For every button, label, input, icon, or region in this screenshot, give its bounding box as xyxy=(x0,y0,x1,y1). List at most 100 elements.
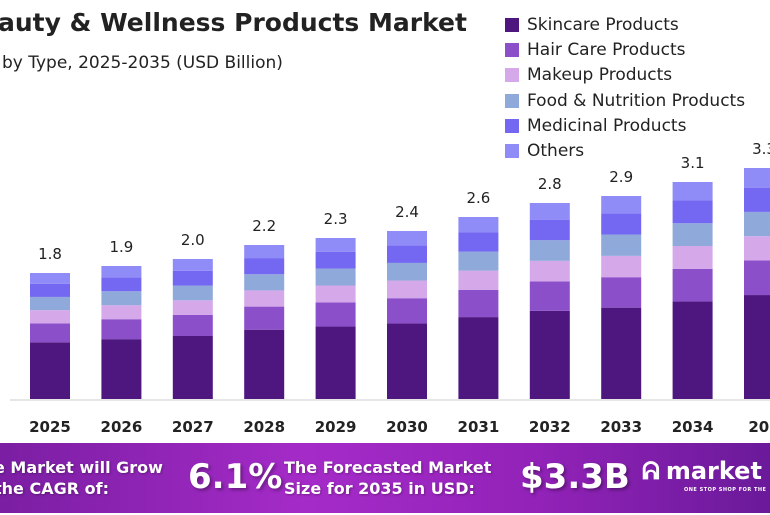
bar-segment-medicinal-products xyxy=(315,251,356,269)
bar-segment-others xyxy=(672,182,713,201)
bar-segment-food-nutrition-products xyxy=(387,262,427,281)
legend-item: Skincare Products xyxy=(505,12,745,37)
x-tick-label: 2027 xyxy=(172,418,214,436)
market-size-value: $3.3B xyxy=(520,457,630,497)
bar-segment-hair-care-products xyxy=(101,319,142,340)
x-tick-label: 2030 xyxy=(386,418,428,436)
bar-segment-others xyxy=(315,238,356,252)
chart-title: auty & Wellness Products Market xyxy=(0,8,467,37)
x-tick-label: 203 xyxy=(748,418,770,436)
bar-segment-food-nutrition-products xyxy=(458,251,499,271)
legend-label: Medicinal Products xyxy=(527,115,687,136)
total-label: 2.8 xyxy=(538,175,562,193)
x-tick-label: 2034 xyxy=(672,418,714,436)
bar-segment-others xyxy=(601,196,642,214)
bar-segment-skincare-products xyxy=(30,342,70,399)
bar-segment-makeup-products xyxy=(672,246,713,269)
bar-segment-medicinal-products xyxy=(744,187,770,212)
bar-segment-others xyxy=(744,168,770,188)
total-label: 2.2 xyxy=(252,217,276,235)
bar-segment-makeup-products xyxy=(529,260,570,282)
legend-label: Makeup Products xyxy=(527,65,673,86)
bar-segment-hair-care-products xyxy=(672,268,713,302)
bar-segment-hair-care-products xyxy=(30,323,70,343)
legend-swatch xyxy=(505,42,519,57)
bar-segment-medicinal-products xyxy=(529,219,570,241)
x-tick-label: 2026 xyxy=(101,418,143,436)
bar-segment-skincare-products xyxy=(101,339,142,399)
bar-segment-hair-care-products xyxy=(744,260,770,296)
cagr-value: 6.1% xyxy=(188,457,283,497)
bar-segment-hair-care-products xyxy=(315,302,356,327)
legend-label: Others xyxy=(527,141,585,162)
legend-item: Makeup Products xyxy=(505,63,745,88)
bar-segment-makeup-products xyxy=(30,310,70,324)
cagr-label: e Market will Grow the CAGR of: xyxy=(0,458,163,498)
brand-logo: ᕱ market ONE STOP SHOP FOR THE xyxy=(642,457,767,493)
bar-segment-makeup-products xyxy=(601,255,642,278)
x-tick-label: 2028 xyxy=(243,418,285,436)
x-tick-label: 2025 xyxy=(29,418,71,436)
bar-segment-medicinal-products xyxy=(101,277,142,292)
total-label: 1.8 xyxy=(38,245,62,263)
total-label: 2.4 xyxy=(395,203,419,221)
legend-swatch xyxy=(505,17,519,32)
bar-segment-skincare-products xyxy=(315,326,356,399)
bar-segment-hair-care-products xyxy=(458,289,499,318)
legend: Skincare Products Hair Care Products Makeu… xyxy=(505,12,745,164)
bar-segment-food-nutrition-products xyxy=(315,268,356,286)
bar-segment-makeup-products xyxy=(172,300,213,315)
bar-segment-hair-care-products xyxy=(529,281,570,311)
bar-segment-others xyxy=(387,231,427,246)
x-tick-label: 2029 xyxy=(315,418,357,436)
chart-subtitle: by Type, 2025-2035 (USD Billion) xyxy=(2,53,283,73)
x-tick-label: 2032 xyxy=(529,418,571,436)
bar-segment-food-nutrition-products xyxy=(529,240,570,261)
stacked-bar-chart: 1.8 2025 1.9 2026 2.0 2027 2.2 2028 2.3 2029 2.4 20… xyxy=(10,140,770,436)
bar-segment-skincare-products xyxy=(172,336,213,399)
bar-segment-food-nutrition-products xyxy=(244,274,285,291)
bar-segment-skincare-products xyxy=(458,317,499,399)
bar-segment-skincare-products xyxy=(387,323,427,399)
legend-label: Hair Care Products xyxy=(527,39,686,60)
bar-segment-makeup-products xyxy=(101,305,142,320)
legend-item: Others xyxy=(505,138,745,163)
bar-segment-medicinal-products xyxy=(458,232,499,252)
legend-item: Food & Nutrition Products xyxy=(505,88,745,113)
bar-segment-hair-care-products xyxy=(172,315,213,336)
bar-segment-others xyxy=(458,217,499,233)
market-size-label: The Forecasted Market Size for 2035 in US… xyxy=(284,458,492,498)
legend-item: Hair Care Products xyxy=(505,37,745,62)
bar-segment-medicinal-products xyxy=(172,270,213,286)
bar-segment-food-nutrition-products xyxy=(744,211,770,237)
bar-segment-hair-care-products xyxy=(387,298,427,324)
x-tick-label: 2031 xyxy=(458,418,500,436)
bar-segment-hair-care-products xyxy=(601,277,642,308)
bar-segment-others xyxy=(172,259,213,271)
total-label: 2.0 xyxy=(181,231,205,249)
total-label: 2.3 xyxy=(324,210,348,228)
bar-segment-food-nutrition-products xyxy=(172,285,213,301)
bar-segment-skincare-products xyxy=(744,295,770,399)
bar-segment-food-nutrition-products xyxy=(30,296,70,311)
total-label: 1.9 xyxy=(109,238,133,256)
legend-swatch xyxy=(505,68,519,83)
bar-segment-medicinal-products xyxy=(244,258,285,275)
total-label: 2.6 xyxy=(466,189,490,207)
bar-segment-makeup-products xyxy=(315,285,356,303)
bar-segment-others xyxy=(244,245,285,259)
total-label: 2.9 xyxy=(609,168,633,186)
bar-segment-others xyxy=(529,203,570,220)
bar-segment-makeup-products xyxy=(458,270,499,290)
legend-label: Food & Nutrition Products xyxy=(527,90,746,111)
legend-swatch xyxy=(505,93,519,108)
legend-item: Medicinal Products xyxy=(505,113,745,138)
bar-segment-skincare-products xyxy=(529,310,570,399)
legend-swatch xyxy=(505,144,519,159)
bar-segment-skincare-products xyxy=(244,329,285,399)
bar-segment-medicinal-products xyxy=(30,283,70,297)
logo-icon: ᕱ xyxy=(642,457,660,485)
bar-segment-food-nutrition-products xyxy=(672,223,713,247)
bar-segment-others xyxy=(101,266,142,278)
bar-segment-makeup-products xyxy=(744,236,770,261)
